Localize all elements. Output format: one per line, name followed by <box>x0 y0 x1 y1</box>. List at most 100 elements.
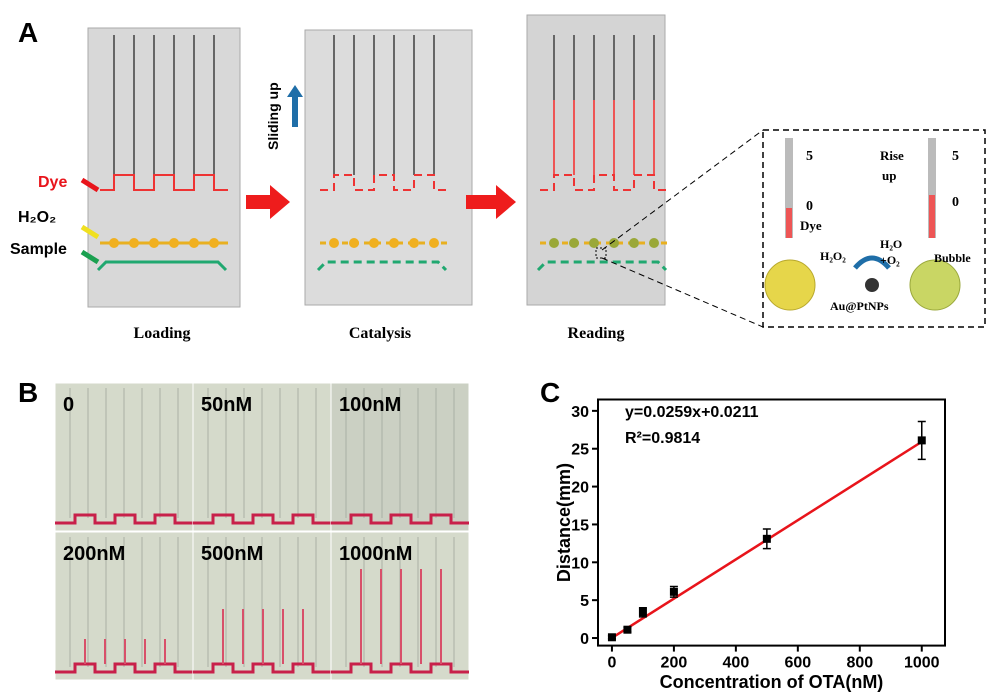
chamber <box>609 238 619 248</box>
dye-channel <box>100 174 228 191</box>
x-axis-label: Concentration of OTA(nM) <box>660 672 884 692</box>
x-tick-label: 600 <box>784 655 811 672</box>
chamber <box>189 238 199 248</box>
point <box>623 625 632 634</box>
equation: y=0.0259x+0.0211 <box>625 404 759 421</box>
y-tick-label: 30 <box>571 404 589 421</box>
label: Dye <box>38 174 67 191</box>
label: Dye <box>800 218 822 233</box>
y-axis-label: Distance(mm) <box>554 463 574 582</box>
dye <box>331 513 469 525</box>
sample-channel <box>316 260 448 272</box>
panel-letter: B <box>18 377 38 408</box>
y-tick-label: 20 <box>571 480 589 497</box>
pointer <box>80 249 100 265</box>
photo-label: 1000nM <box>339 543 412 565</box>
y-tick-label: 15 <box>571 517 589 534</box>
r-squared: R²=0.9814 <box>625 430 700 447</box>
photo-label: 200nM <box>63 543 125 565</box>
chamber <box>369 238 379 248</box>
chamber <box>549 238 559 248</box>
label: H₂O₂ <box>820 249 846 263</box>
chamber <box>629 238 639 248</box>
chamber <box>129 238 139 248</box>
label: Sliding up <box>265 82 281 150</box>
chamber <box>649 238 659 248</box>
dye <box>193 513 331 525</box>
photo-label: 50nM <box>201 394 252 416</box>
chip <box>87 27 241 308</box>
chamber <box>169 238 179 248</box>
x-tick-label: 0 <box>607 655 616 672</box>
label: up <box>882 168 896 183</box>
chart: C 0 5 10 15 20 25 30 0 200 400 600 800 1000 Concentrat… <box>540 377 946 692</box>
chamber <box>764 259 816 311</box>
pointer <box>80 224 100 240</box>
chamber <box>909 259 961 311</box>
dye <box>55 513 193 525</box>
chamber <box>109 238 119 248</box>
label: Loading <box>134 325 191 342</box>
point <box>917 436 926 445</box>
tick-label: 5 <box>806 149 813 164</box>
dye-column <box>786 208 792 238</box>
dye-channel <box>540 174 668 191</box>
zoom-area <box>595 247 607 259</box>
arrow <box>466 185 516 219</box>
chamber <box>569 238 579 248</box>
x-tick-label: 400 <box>723 655 750 672</box>
label: Reading <box>568 325 625 342</box>
sample-channel <box>96 260 228 272</box>
point <box>638 608 647 617</box>
label: Catalysis <box>349 325 411 342</box>
tick-label: 0 <box>952 195 959 210</box>
nanoparticle <box>865 278 879 292</box>
label: Au@PtNPs <box>830 299 889 313</box>
zoom-line <box>601 129 764 328</box>
y-tick-label: 10 <box>571 555 589 572</box>
pointer <box>80 177 100 193</box>
label: Rise <box>880 148 904 163</box>
arrow <box>853 255 891 270</box>
label: +O₂ <box>880 253 900 267</box>
chamber <box>209 238 219 248</box>
photo-label: 100nM <box>339 394 401 416</box>
label: H₂O <box>880 237 902 251</box>
chip <box>526 14 666 306</box>
inset-box <box>762 129 986 328</box>
y-tick-label: 25 <box>571 442 589 459</box>
photo-label: 500nM <box>201 543 263 565</box>
chamber <box>389 238 399 248</box>
photo-label: 0 <box>63 394 74 416</box>
chamber <box>429 238 439 248</box>
label: H₂O₂ <box>18 209 56 226</box>
arrow <box>246 185 290 219</box>
x-tick-label: 1000 <box>904 655 940 672</box>
sample-channel <box>536 260 668 272</box>
panel-letter: C <box>540 377 560 408</box>
tube <box>928 138 936 238</box>
point <box>607 633 616 642</box>
x-tick-label: 200 <box>661 655 688 672</box>
y-tick-label: 0 <box>580 631 589 648</box>
chip-channels <box>96 35 668 272</box>
point <box>669 587 678 596</box>
chamber <box>149 238 159 248</box>
x-tick-label: 800 <box>846 655 873 672</box>
chip <box>304 29 473 306</box>
dye-column <box>929 195 935 238</box>
dye-channel <box>320 174 448 191</box>
panel-letter: A <box>18 17 38 48</box>
point <box>762 534 771 543</box>
label: Bubble <box>934 251 971 265</box>
chamber <box>409 238 419 248</box>
chamber <box>329 238 339 248</box>
chamber <box>589 238 599 248</box>
tube <box>785 138 793 238</box>
arrow <box>287 85 303 127</box>
label: Sample <box>10 241 67 258</box>
chamber <box>349 238 359 248</box>
photo-grid: 0 50nM 100nM 200nM 500nM 1000nM <box>54 382 470 681</box>
plot-frame <box>597 398 946 647</box>
